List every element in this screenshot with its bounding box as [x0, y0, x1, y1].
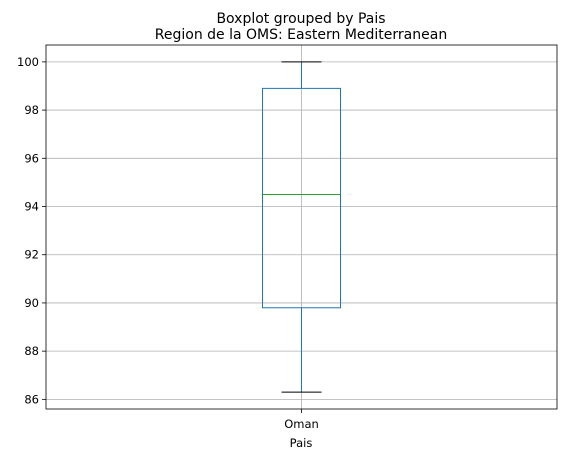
box-oman: [262, 61, 341, 393]
y-axis: 86 88 90 92 94 96 98 100: [17, 55, 46, 406]
plot-frame: [45, 44, 558, 410]
box-layer: [262, 61, 341, 393]
y-tick-label-96: 96: [24, 151, 39, 165]
x-axis: Oman: [284, 409, 319, 431]
y-tick-label-86: 86: [24, 392, 39, 406]
x-tick-label-oman: Oman: [284, 417, 319, 431]
y-tick-label-100: 100: [17, 55, 39, 69]
y-tick-label-94: 94: [24, 200, 39, 214]
x-axis-label: Pais: [290, 436, 313, 450]
y-tick-label-98: 98: [24, 103, 39, 117]
grid-layer: [46, 45, 557, 409]
chart-title: Region de la OMS: Eastern Mediterranean: [155, 27, 447, 43]
y-tick-label-90: 90: [24, 296, 39, 310]
y-tick-label-88: 88: [24, 344, 39, 358]
iqr-box: [262, 87, 341, 309]
y-tick-label-92: 92: [24, 248, 39, 262]
chart-suptitle: Boxplot grouped by Pais: [216, 11, 385, 27]
